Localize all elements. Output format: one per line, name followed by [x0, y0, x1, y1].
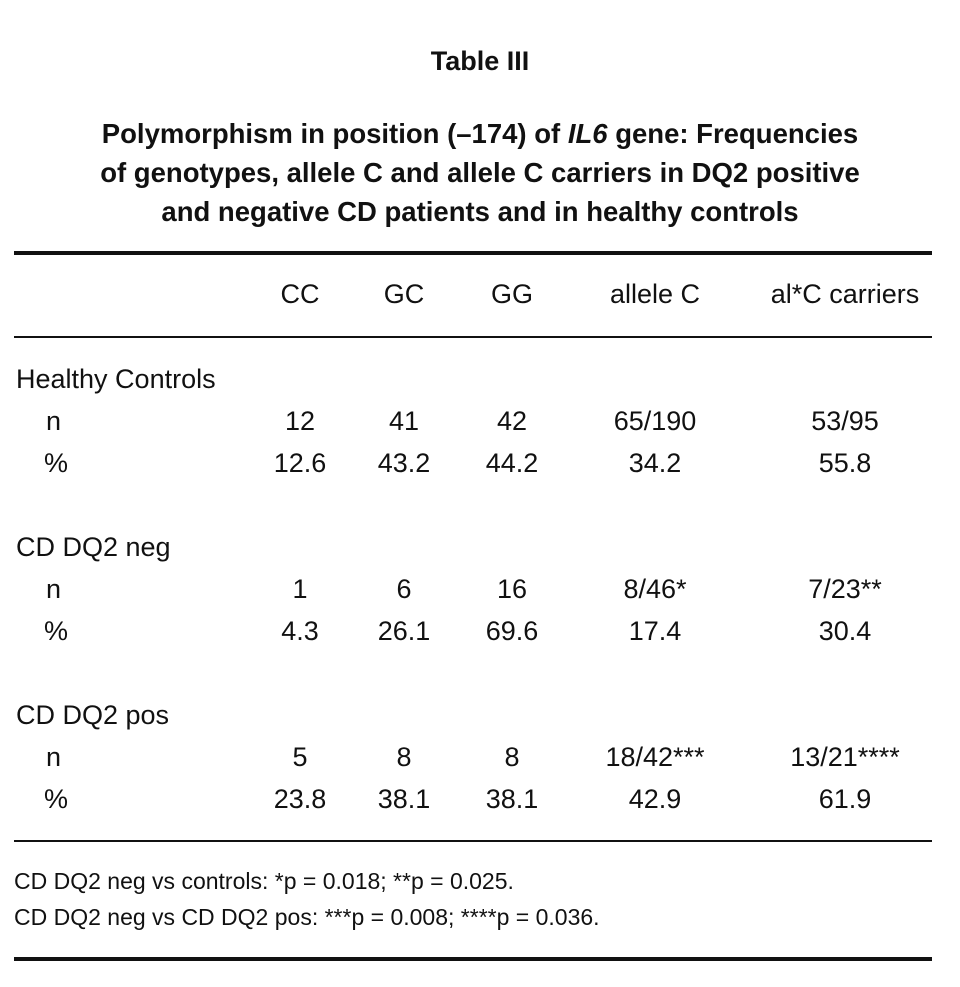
gene-name: IL6	[567, 118, 608, 149]
table-cell: 18/42***	[605, 742, 705, 772]
table-title: Table III	[430, 46, 530, 76]
row-label: n	[46, 742, 62, 772]
table-cell: 65/190	[613, 406, 697, 436]
column-header: allele C	[609, 279, 701, 309]
table-cell: 38.1	[377, 784, 431, 814]
table-cell: 5	[292, 742, 308, 772]
row-label: n	[46, 406, 62, 436]
table-cell: 38.1	[485, 784, 539, 814]
footnote: CD DQ2 neg vs CD DQ2 pos: ***p = 0.008; …	[14, 904, 600, 930]
end-rule	[14, 957, 932, 961]
footnote: CD DQ2 neg vs controls: *p = 0.018; **p …	[14, 868, 514, 894]
row-label: %	[44, 616, 69, 646]
table-cell: 69.6	[485, 616, 539, 646]
table-cell: 16	[496, 574, 528, 604]
column-header: al*C carriers	[770, 279, 920, 309]
top-rule	[14, 251, 932, 255]
table-cell: 7/23**	[808, 574, 882, 604]
group-label: Healthy Controls	[16, 364, 216, 394]
table-cell: 12.6	[273, 448, 327, 478]
table-cell: 42	[496, 406, 528, 436]
table-caption: Polymorphism in position (–174) of IL6 g…	[0, 114, 960, 231]
table-cell: 26.1	[377, 616, 431, 646]
table-cell: 8	[396, 742, 412, 772]
table-cell: 55.8	[818, 448, 872, 478]
table-cell: 4.3	[281, 616, 319, 646]
table-cell: 61.9	[818, 784, 872, 814]
caption-text: gene: Frequencies	[607, 118, 859, 149]
table-cell: 43.2	[377, 448, 431, 478]
table-cell: 1	[292, 574, 308, 604]
header-rule	[14, 336, 932, 338]
table-cell: 53/95	[811, 406, 879, 436]
group-label: CD DQ2 neg	[16, 532, 171, 562]
table-cell: 6	[396, 574, 412, 604]
row-label: %	[44, 784, 69, 814]
bottom-rule	[14, 840, 932, 842]
row-label: n	[46, 574, 62, 604]
group-label: CD DQ2 pos	[16, 700, 170, 730]
table-cell: 34.2	[628, 448, 682, 478]
table-cell: 42.9	[628, 784, 682, 814]
caption-text: of genotypes, allele C and allele C carr…	[100, 157, 860, 188]
table-cell: 12	[284, 406, 316, 436]
table-cell: 30.4	[818, 616, 872, 646]
caption-text: Polymorphism in position (–174) of	[101, 118, 568, 149]
column-header: GC	[383, 279, 425, 309]
table-cell: 8	[504, 742, 520, 772]
table-cell: 17.4	[628, 616, 682, 646]
table-cell: 44.2	[485, 448, 539, 478]
caption-text: and negative CD patients and in healthy …	[161, 196, 799, 227]
table-cell: 8/46*	[623, 574, 687, 604]
column-header: GG	[490, 279, 534, 309]
column-header: CC	[280, 279, 320, 309]
table-cell: 23.8	[273, 784, 327, 814]
row-label: %	[44, 448, 69, 478]
table-cell: 41	[388, 406, 420, 436]
table-cell: 13/21****	[790, 742, 900, 772]
